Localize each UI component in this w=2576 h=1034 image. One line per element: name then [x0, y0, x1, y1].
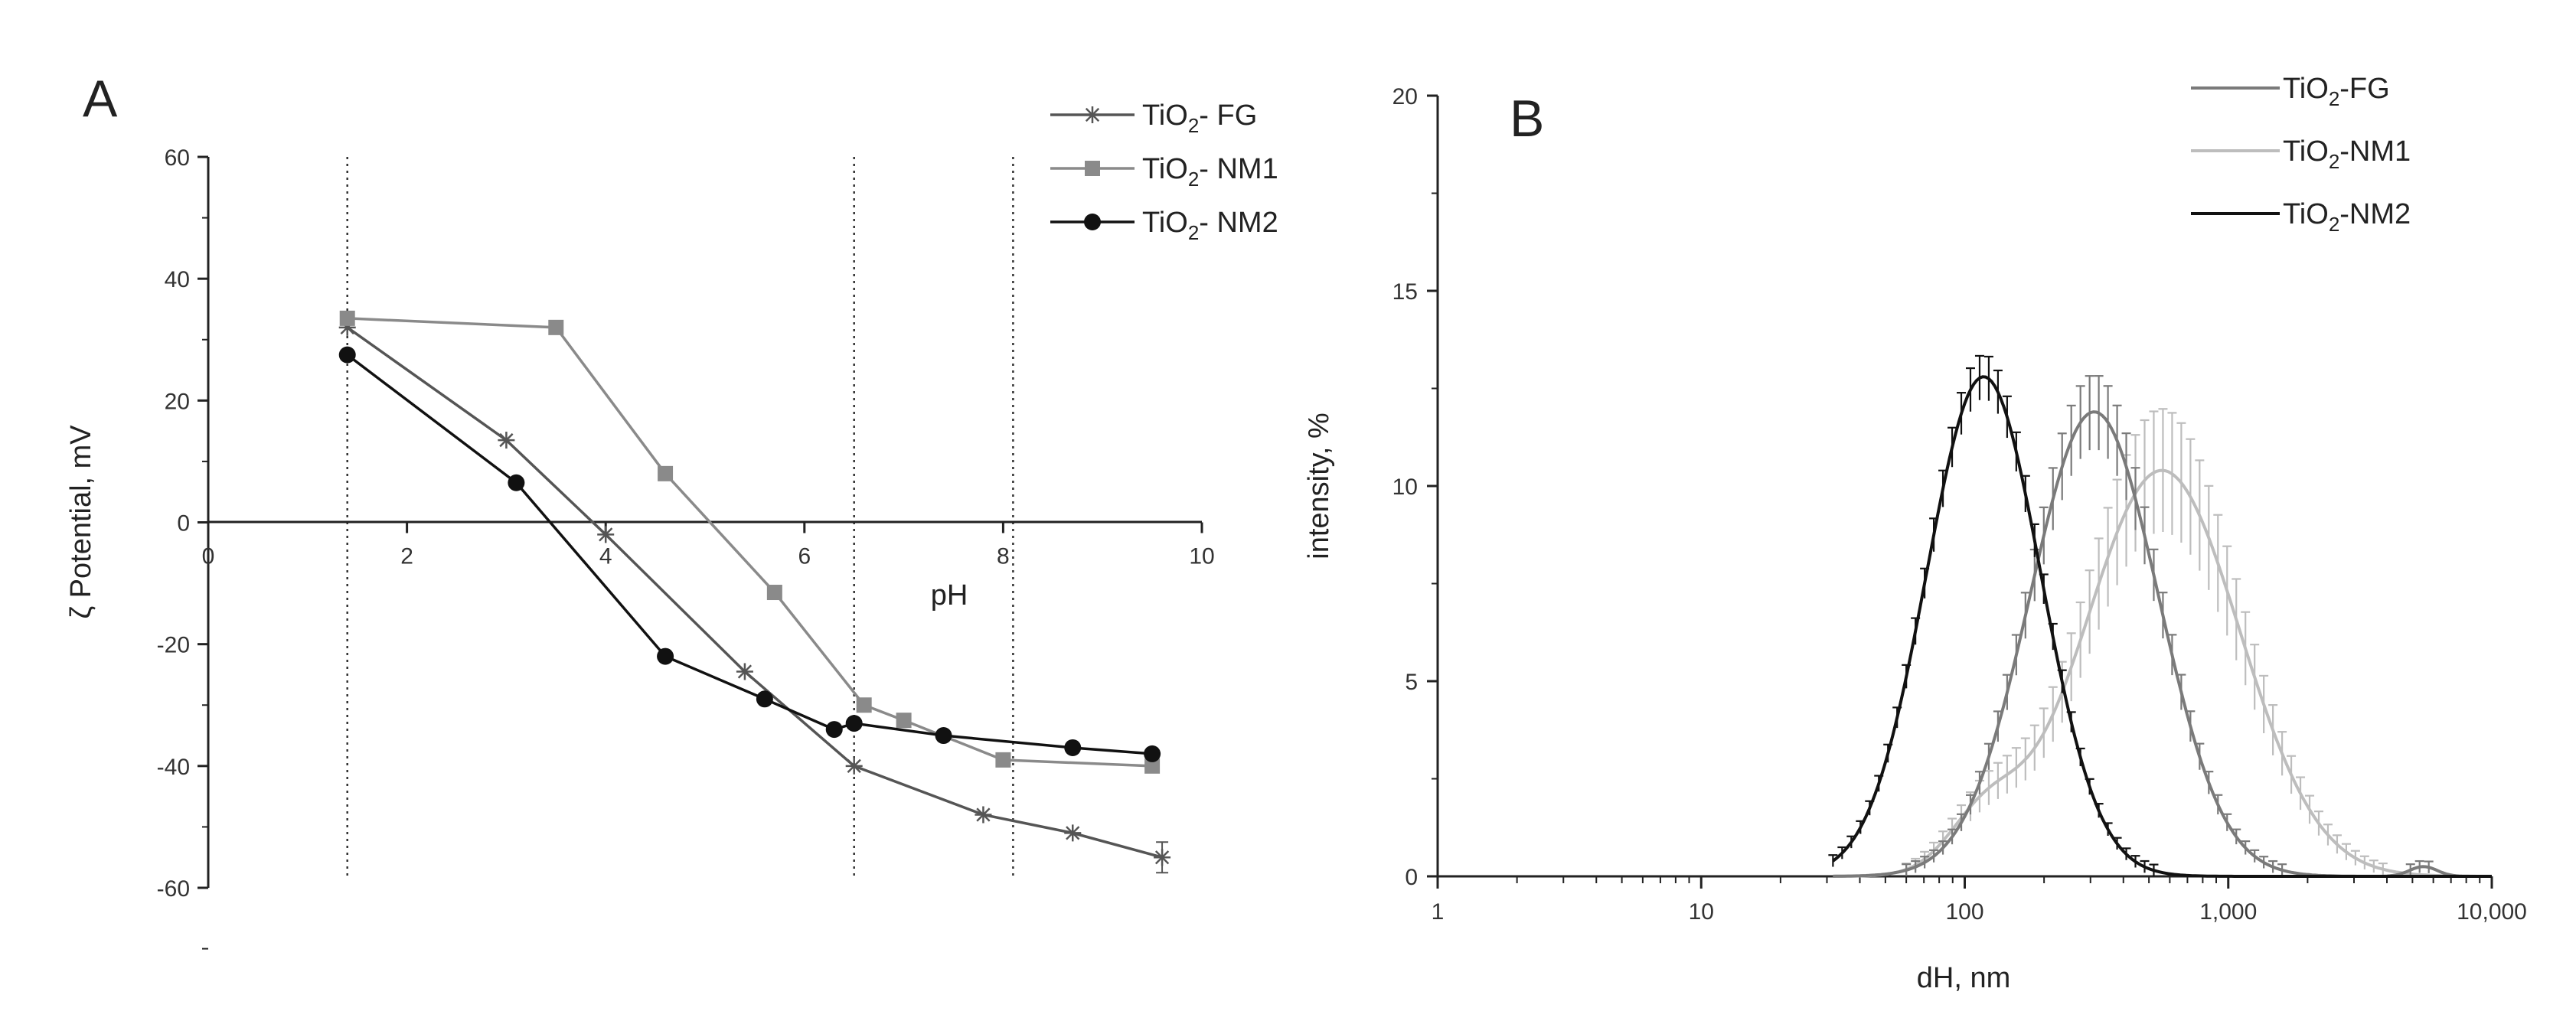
panel-a-legend-marker [1084, 106, 1101, 123]
panel-a-legend-label: TiO2- NM2 [1142, 207, 1278, 244]
panel-a-axes [208, 157, 1202, 888]
panel-b-x-tick-label: 1 [1432, 899, 1445, 925]
panel-a-data-point [846, 758, 863, 775]
panel-a-reference-lines [348, 157, 1014, 876]
panel-b-legend-label: TiO2-FG [2283, 73, 2390, 110]
panel-a-series-line [348, 318, 1152, 766]
panel-b-series-group [1828, 356, 2492, 876]
panel-a-legend-marker [1084, 214, 1101, 230]
panel-a-data-point [756, 690, 773, 707]
panel-a-legend-marker [1085, 161, 1100, 176]
panel-a-series-line [348, 355, 1152, 754]
panel-a-data-point [975, 807, 991, 824]
panel-a-legend: TiO2- FG TiO2- NM1 TiO2- NM2 [1050, 99, 1278, 244]
panel-a-x-tick-label: 8 [997, 544, 1010, 569]
panel-a-data-point [1144, 745, 1161, 762]
panel-b-label: B [1510, 90, 1544, 148]
figure: A 6040200-20-40-60 0 2 4 6 8 10 pH ζ Potentia… [0, 0, 2576, 1034]
panel-a-data-point [767, 585, 782, 600]
panel-a-data-point [340, 311, 355, 326]
panel-a-data-point [658, 466, 673, 481]
panel-b-series [1828, 356, 2492, 876]
panel-b-y-tick-label: 0 [1405, 865, 1418, 890]
panel-b-legend: TiO2-FG TiO2-NM1 TiO2-NM2 [2191, 73, 2411, 236]
panel-a-x-tick-label: 10 [1189, 544, 1214, 569]
panel-a-data-point [1064, 739, 1081, 756]
panel-b-y-tick-label: 15 [1392, 279, 1418, 305]
panel-a-label: A [83, 70, 118, 128]
panel-b-x-tick-label: 1,000 [2199, 899, 2257, 925]
panel-b-x-ticks: 1 10 100 1,000 10,000 [1432, 876, 2527, 925]
panel-a-legend-label: TiO2- FG [1142, 99, 1257, 137]
panel-a-x-ticks: 0 2 4 6 8 10 [202, 523, 1215, 569]
panel-a-series [339, 311, 1170, 873]
panel-b-y-tick-label: 10 [1392, 475, 1418, 500]
panel-a-data-point [826, 721, 843, 738]
panel-a-y-tick-label: 0 [177, 511, 190, 537]
panel-a-y-tick-label: 40 [165, 267, 190, 292]
panel-b-x-tick-label: 100 [1945, 899, 1983, 925]
panel-b-x-tick-label: 10,000 [2457, 899, 2527, 925]
panel-a-x-tick-label: 0 [202, 544, 215, 569]
panel-b-chart: 0 5 10 15 20 1 10 100 1,000 10,000 dH, nm intens… [1303, 73, 2527, 994]
panel-a-y-axis-title: ζ Potential, mV [65, 425, 97, 619]
panel-a-data-point [1064, 824, 1081, 841]
panel-a-chart: 60 40 20 0 -20 -40 -60 0 2 4 6 8 10 pH ζ Potential,… [65, 99, 1278, 949]
panel-a-y-tick-label: -20 [157, 633, 190, 658]
panel-a-y-tick-label: -60 [157, 876, 190, 902]
panel-a-y-tick-label: 60 [165, 145, 190, 171]
panel-a-data-point [857, 697, 872, 713]
panel-b-y-ticks: 0 5 10 15 20 [1392, 84, 1438, 890]
panel-a-series-group [340, 311, 1160, 774]
panel-a-y-tick-label: -40 [157, 755, 190, 780]
panel-a-series-line [348, 328, 1162, 857]
panel-a-data-point [935, 727, 952, 744]
panel-a-x-tick-label: 2 [400, 544, 413, 569]
panel-a-data-point [548, 320, 563, 335]
panel-a-data-point [657, 648, 674, 665]
panel-a-x-axis-title: pH [931, 579, 968, 612]
panel-a-data-point [597, 526, 614, 543]
panel-a-y-ticks: 60 40 20 0 -20 -40 -60 [157, 145, 208, 949]
panel-a-data-point [508, 475, 524, 491]
panel-a-x-tick-label: 6 [798, 544, 811, 569]
panel-a-y-tick-label: 20 [165, 389, 190, 414]
panel-b-legend-label: TiO2-NM2 [2283, 198, 2411, 236]
panel-b-y-axis-title: intensity, % [1303, 413, 1335, 559]
panel-b-legend-label: TiO2-NM1 [2283, 135, 2411, 173]
panel-b-y-tick-label: 5 [1405, 670, 1418, 695]
panel-a-legend-label: TiO2- NM1 [1142, 153, 1278, 191]
panel-b-x-axis-title: dH, nm [1917, 962, 2010, 994]
panel-b-y-tick-label: 20 [1392, 84, 1418, 109]
panel-b-series-group [1833, 409, 2492, 876]
panel-a-x-tick-label: 4 [599, 544, 612, 569]
panel-a-data-point [846, 715, 863, 732]
panel-a-data-point [896, 713, 912, 728]
panel-a-data-point [498, 432, 514, 449]
panel-a-series-group [339, 319, 1170, 873]
panel-a-data-point [995, 752, 1010, 768]
panel-b-x-tick-label: 10 [1689, 899, 1714, 925]
panel-a-data-point [339, 347, 356, 364]
panel-a-data-point [736, 663, 753, 680]
